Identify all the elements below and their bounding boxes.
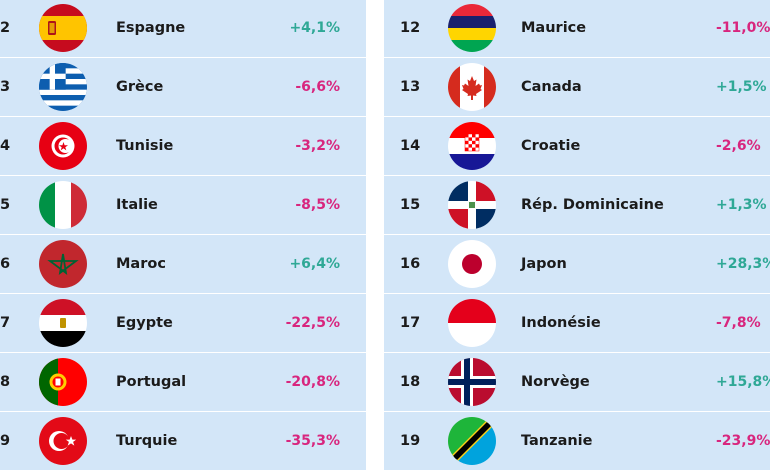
- percent-change: -35,3%: [285, 433, 340, 449]
- country-name: Japon: [521, 256, 567, 272]
- rank-number: 13: [400, 79, 421, 95]
- country-name: Croatie: [521, 138, 581, 154]
- country-name: Norvège: [521, 374, 590, 390]
- norway-flag-icon: [448, 358, 496, 406]
- tanzania-flag-icon: [448, 417, 496, 465]
- percent-change: +1,3%: [716, 197, 767, 213]
- italy-flag-icon: [39, 181, 87, 229]
- table-row: 7 Egypte -22,5%: [0, 294, 366, 353]
- table-row: 13 Canada +1,5%: [384, 58, 770, 117]
- egypt-flag-icon: [39, 299, 87, 347]
- table-row: 3 Grèce -6,6%: [0, 58, 366, 117]
- rank-number: 18: [400, 374, 421, 390]
- table-row: 15 Rép. Dominicaine +1,3%: [384, 176, 770, 235]
- tunisia-flag-icon: [39, 122, 87, 170]
- morocco-flag-icon: [39, 240, 87, 288]
- table-row: 5 Italie -8,5%: [0, 176, 366, 235]
- rank-number: 14: [400, 138, 421, 154]
- percent-change: -23,9%: [716, 433, 770, 449]
- greece-flag-icon: [39, 63, 87, 111]
- japan-flag-icon: [448, 240, 496, 288]
- country-name: Grèce: [116, 79, 164, 95]
- rank-number: 15: [400, 197, 421, 213]
- indonesia-flag-icon: [448, 299, 496, 347]
- table-row: 17 Indonésie -7,8%: [384, 294, 770, 353]
- percent-change: +1,5%: [716, 79, 767, 95]
- canada-flag-icon: [448, 63, 496, 111]
- rank-number: 12: [400, 20, 421, 36]
- country-name: Rép. Dominicaine: [521, 197, 664, 213]
- ranking-panel-left: 2 Espagne +4,1% 3 Grèce -6,6% 4 Tunisie -3,2% 5 It…: [0, 0, 366, 471]
- country-name: Maurice: [521, 20, 587, 36]
- croatia-flag-icon: [448, 122, 496, 170]
- rank-number: 8: [0, 374, 11, 390]
- rank-number: 2: [0, 20, 11, 36]
- spain-flag-icon: [39, 4, 87, 52]
- percent-change: -8,5%: [295, 197, 340, 213]
- percent-change: -6,6%: [295, 79, 340, 95]
- table-row: 2 Espagne +4,1%: [0, 0, 366, 58]
- country-name: Italie: [116, 197, 158, 213]
- percent-change: +15,8%: [716, 374, 770, 390]
- table-row: 8 Portugal -20,8%: [0, 353, 366, 412]
- ranking-panel-right: 12 Maurice -11,0% 13 Canada +1,5% 14 Croatie -2,…: [384, 0, 770, 471]
- percent-change: +4,1%: [289, 20, 340, 36]
- percent-change: -20,8%: [285, 374, 340, 390]
- percent-change: -22,5%: [285, 315, 340, 331]
- country-name: Espagne: [116, 20, 186, 36]
- rank-number: 17: [400, 315, 421, 331]
- table-row: 19 Tanzanie -23,9%: [384, 412, 770, 471]
- turkey-flag-icon: [39, 417, 87, 465]
- dominican-republic-flag-icon: [448, 181, 496, 229]
- table-row: 14 Croatie -2,6%: [384, 117, 770, 176]
- country-name: Tunisie: [116, 138, 174, 154]
- table-row: 6 Maroc +6,4%: [0, 235, 366, 294]
- country-name: Canada: [521, 79, 582, 95]
- percent-change: +6,4%: [289, 256, 340, 272]
- rank-number: 7: [0, 315, 11, 331]
- rank-number: 5: [0, 197, 11, 213]
- table-row: 4 Tunisie -3,2%: [0, 117, 366, 176]
- table-row: 12 Maurice -11,0%: [384, 0, 770, 58]
- rank-number: 19: [400, 433, 421, 449]
- percent-change: -7,8%: [716, 315, 761, 331]
- percent-change: -2,6%: [716, 138, 761, 154]
- table-row: 16 Japon +28,3%: [384, 235, 770, 294]
- rank-number: 16: [400, 256, 421, 272]
- country-name: Indonésie: [521, 315, 601, 331]
- mauritius-flag-icon: [448, 4, 496, 52]
- percent-change: +28,3%: [716, 256, 770, 272]
- portugal-flag-icon: [39, 358, 87, 406]
- country-name: Turquie: [116, 433, 178, 449]
- country-name: Maroc: [116, 256, 166, 272]
- country-name: Tanzanie: [521, 433, 593, 449]
- table-row: 9 Turquie -35,3%: [0, 412, 366, 471]
- percent-change: -3,2%: [295, 138, 340, 154]
- country-name: Egypte: [116, 315, 173, 331]
- table-row: 18 Norvège +15,8%: [384, 353, 770, 412]
- rank-number: 6: [0, 256, 11, 272]
- rank-number: 3: [0, 79, 11, 95]
- percent-change: -11,0%: [716, 20, 770, 36]
- rank-number: 4: [0, 138, 11, 154]
- rank-number: 9: [0, 433, 11, 449]
- country-name: Portugal: [116, 374, 187, 390]
